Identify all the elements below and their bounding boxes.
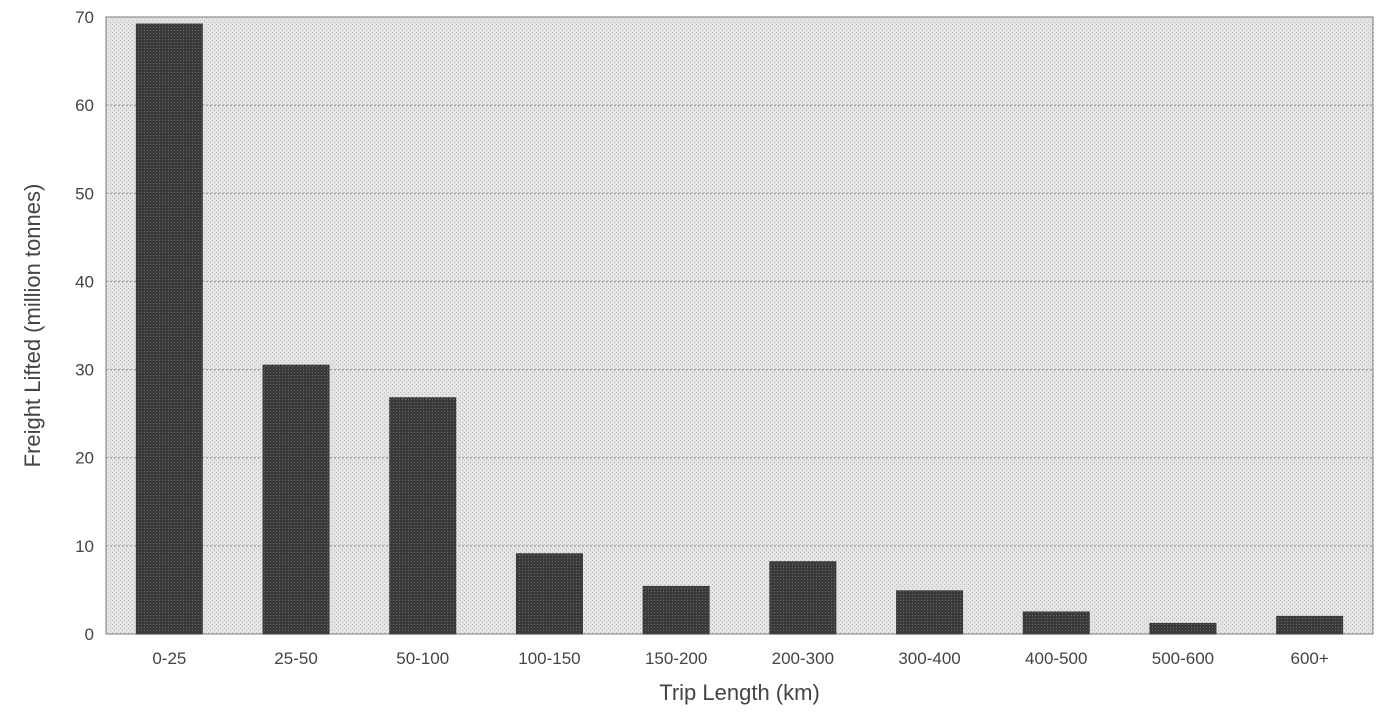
gridlines bbox=[106, 104, 1373, 547]
x-tick-label: 100-150 bbox=[518, 649, 580, 668]
y-tick-label: 20 bbox=[75, 449, 94, 468]
bar-600+ bbox=[1276, 615, 1344, 635]
x-tick-label: 200-300 bbox=[772, 649, 834, 668]
bar-500-600 bbox=[1149, 622, 1217, 635]
bar-25-50 bbox=[262, 364, 330, 635]
bar-400-500 bbox=[1022, 611, 1090, 635]
bar-150-200 bbox=[642, 585, 710, 635]
x-axis-ticks: 0-25 25-50 50-100 100-150 150-200 200-300 300-… bbox=[152, 649, 1329, 668]
bar-0-25 bbox=[135, 23, 203, 635]
y-tick-label: 30 bbox=[75, 361, 94, 380]
y-tick-label: 0 bbox=[85, 625, 94, 644]
bar-50-100 bbox=[389, 397, 457, 635]
x-tick-label: 50-100 bbox=[396, 649, 449, 668]
x-tick-label: 150-200 bbox=[645, 649, 707, 668]
bar-200-300 bbox=[769, 561, 837, 635]
y-tick-label: 50 bbox=[75, 184, 94, 203]
bar-100-150 bbox=[515, 553, 583, 635]
x-tick-label: 400-500 bbox=[1025, 649, 1087, 668]
x-tick-label: 600+ bbox=[1291, 649, 1329, 668]
x-tick-label: 25-50 bbox=[274, 649, 317, 668]
x-tick-label: 300-400 bbox=[898, 649, 960, 668]
y-axis-ticks: 0 10 20 30 40 50 60 70 bbox=[75, 8, 94, 644]
x-axis-title: Trip Length (km) bbox=[659, 680, 820, 705]
bar-300-400 bbox=[896, 590, 964, 635]
y-tick-label: 10 bbox=[75, 537, 94, 556]
bars bbox=[135, 23, 1344, 635]
y-tick-label: 60 bbox=[75, 96, 94, 115]
y-axis-title: Freight Lifted (million tonnes) bbox=[20, 184, 45, 468]
x-tick-label: 0-25 bbox=[152, 649, 186, 668]
y-tick-label: 70 bbox=[75, 8, 94, 27]
y-tick-label: 40 bbox=[75, 272, 94, 291]
x-tick-label: 500-600 bbox=[1152, 649, 1214, 668]
